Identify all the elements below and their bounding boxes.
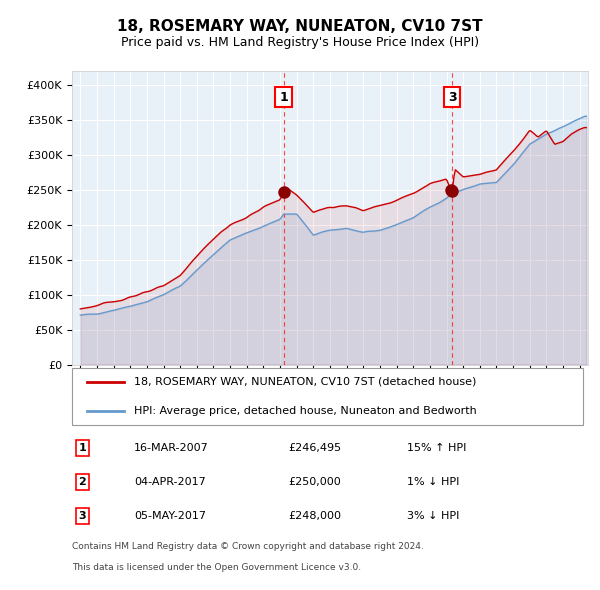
Text: 3: 3 — [79, 512, 86, 521]
Text: £246,495: £246,495 — [289, 443, 342, 453]
Text: 05-MAY-2017: 05-MAY-2017 — [134, 512, 206, 521]
Text: 1: 1 — [279, 91, 288, 104]
Text: 15% ↑ HPI: 15% ↑ HPI — [407, 443, 467, 453]
Text: 1% ↓ HPI: 1% ↓ HPI — [407, 477, 460, 487]
FancyBboxPatch shape — [72, 368, 583, 425]
Text: 2: 2 — [79, 477, 86, 487]
Text: Contains HM Land Registry data © Crown copyright and database right 2024.: Contains HM Land Registry data © Crown c… — [72, 542, 424, 550]
Text: £250,000: £250,000 — [289, 477, 341, 487]
Text: 04-APR-2017: 04-APR-2017 — [134, 477, 206, 487]
Text: 18, ROSEMARY WAY, NUNEATON, CV10 7ST: 18, ROSEMARY WAY, NUNEATON, CV10 7ST — [117, 19, 483, 34]
Text: This data is licensed under the Open Government Licence v3.0.: This data is licensed under the Open Gov… — [72, 563, 361, 572]
Text: 16-MAR-2007: 16-MAR-2007 — [134, 443, 209, 453]
Text: 3% ↓ HPI: 3% ↓ HPI — [407, 512, 460, 521]
Text: 18, ROSEMARY WAY, NUNEATON, CV10 7ST (detached house): 18, ROSEMARY WAY, NUNEATON, CV10 7ST (de… — [134, 377, 476, 387]
Text: HPI: Average price, detached house, Nuneaton and Bedworth: HPI: Average price, detached house, Nune… — [134, 406, 476, 416]
Text: £248,000: £248,000 — [289, 512, 342, 521]
Text: Price paid vs. HM Land Registry's House Price Index (HPI): Price paid vs. HM Land Registry's House … — [121, 36, 479, 49]
Text: 3: 3 — [448, 91, 457, 104]
Text: 1: 1 — [79, 443, 86, 453]
